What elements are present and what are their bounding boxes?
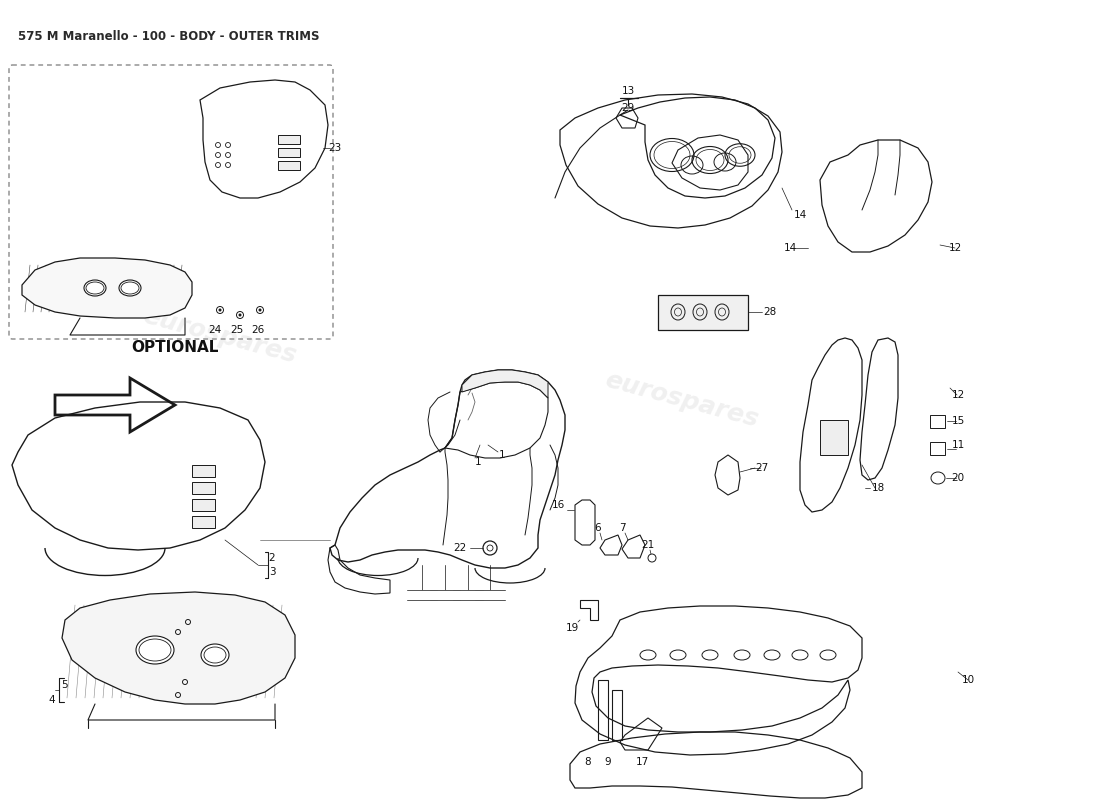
Ellipse shape (239, 314, 242, 317)
Text: 12: 12 (948, 243, 961, 253)
Polygon shape (192, 482, 215, 494)
Text: 23: 23 (329, 143, 342, 153)
Text: 2: 2 (268, 553, 275, 563)
Polygon shape (278, 135, 300, 144)
Text: 5: 5 (62, 680, 68, 690)
Ellipse shape (219, 309, 221, 311)
Polygon shape (658, 295, 748, 330)
Ellipse shape (119, 280, 141, 296)
Polygon shape (192, 499, 215, 511)
Polygon shape (192, 465, 215, 477)
Polygon shape (55, 378, 175, 432)
Text: 1: 1 (475, 457, 482, 467)
Text: eurospares: eurospares (141, 304, 299, 368)
Text: 14: 14 (793, 210, 806, 220)
Ellipse shape (136, 636, 174, 664)
Polygon shape (462, 370, 548, 398)
Text: 8: 8 (585, 757, 592, 767)
Text: 19: 19 (565, 623, 579, 633)
Text: 1: 1 (498, 450, 505, 460)
Text: 27: 27 (756, 463, 769, 473)
Text: 24: 24 (208, 325, 221, 335)
Text: 15: 15 (952, 416, 965, 426)
Text: 575 M Maranello - 100 - BODY - OUTER TRIMS: 575 M Maranello - 100 - BODY - OUTER TRI… (18, 30, 319, 43)
Text: 17: 17 (636, 757, 649, 767)
Text: 29: 29 (621, 103, 635, 113)
Polygon shape (278, 148, 300, 157)
Polygon shape (22, 258, 192, 318)
Text: 18: 18 (871, 483, 884, 493)
Polygon shape (62, 592, 295, 704)
Text: 12: 12 (952, 390, 965, 400)
Text: 26: 26 (252, 325, 265, 335)
Polygon shape (192, 516, 215, 528)
Text: 6: 6 (595, 523, 602, 533)
Text: 14: 14 (783, 243, 796, 253)
Text: 4: 4 (48, 695, 55, 705)
Polygon shape (820, 420, 848, 455)
Text: 11: 11 (952, 440, 965, 450)
Text: 7: 7 (618, 523, 625, 533)
Text: eurospares: eurospares (603, 368, 761, 432)
Text: OPTIONAL: OPTIONAL (131, 341, 219, 355)
Ellipse shape (84, 280, 106, 296)
Text: 21: 21 (641, 540, 654, 550)
Ellipse shape (258, 309, 262, 311)
Text: 16: 16 (551, 500, 564, 510)
Text: 28: 28 (763, 307, 777, 317)
Text: 13: 13 (621, 86, 635, 96)
Text: 20: 20 (952, 473, 965, 483)
Text: 22: 22 (453, 543, 466, 553)
Text: 9: 9 (605, 757, 612, 767)
FancyBboxPatch shape (9, 65, 333, 339)
Text: 25: 25 (230, 325, 243, 335)
Polygon shape (278, 161, 300, 170)
Text: 10: 10 (961, 675, 975, 685)
Ellipse shape (201, 644, 229, 666)
Text: 3: 3 (268, 567, 275, 577)
